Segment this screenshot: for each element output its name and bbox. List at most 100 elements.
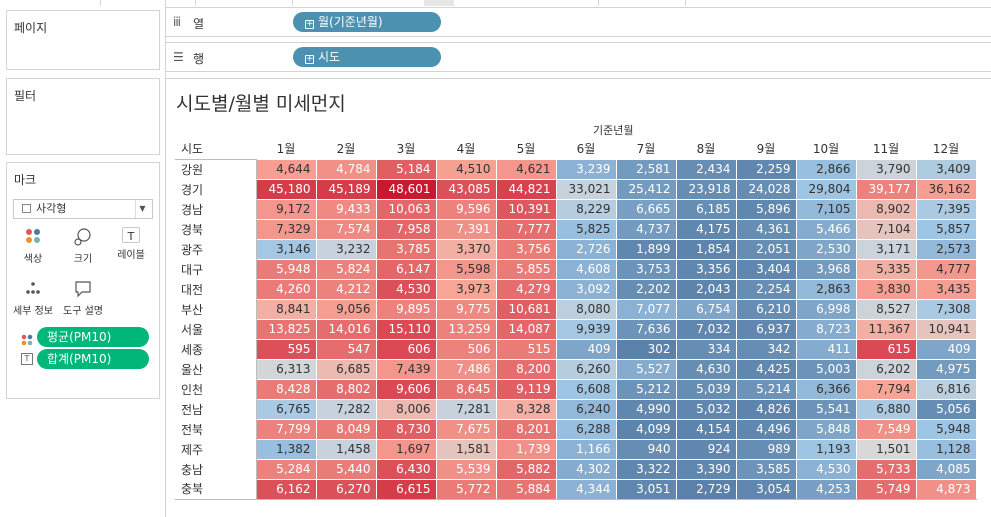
heatmap-cell[interactable]: 4,737 xyxy=(615,218,677,240)
heatmap-cell[interactable]: 5,848 xyxy=(795,418,857,440)
heatmap-cell[interactable]: 1,166 xyxy=(555,438,617,460)
heatmap-cell[interactable]: 6,998 xyxy=(795,298,857,320)
heatmap-cell[interactable]: 7,794 xyxy=(855,378,917,400)
heatmap-cell[interactable]: 5,214 xyxy=(735,378,797,400)
heatmap-cell[interactable]: 8,200 xyxy=(495,358,557,380)
heatmap-cell[interactable]: 4,175 xyxy=(675,218,737,240)
heatmap-cell[interactable]: 1,697 xyxy=(375,438,437,460)
heatmap-cell[interactable]: 3,232 xyxy=(315,238,377,260)
heatmap-cell[interactable]: 5,056 xyxy=(915,398,977,420)
heatmap-cell[interactable]: 8,229 xyxy=(555,198,617,220)
heatmap-cell[interactable]: 5,539 xyxy=(435,458,497,480)
heatmap-cell[interactable]: 5,541 xyxy=(795,398,857,420)
region-label[interactable]: 인천 xyxy=(175,379,257,399)
heatmap-cell[interactable]: 9,939 xyxy=(555,318,617,340)
heatmap-cell[interactable]: 8,802 xyxy=(315,378,377,400)
heatmap-cell[interactable]: 302 xyxy=(615,338,677,360)
heatmap-cell[interactable]: 6,270 xyxy=(315,478,377,500)
heatmap-cell[interactable]: 6,685 xyxy=(315,358,377,380)
heatmap-cell[interactable]: 7,395 xyxy=(915,198,977,220)
heatmap-cell[interactable]: 8,080 xyxy=(555,298,617,320)
month-header[interactable]: 3월 xyxy=(396,142,416,157)
columns-shelf[interactable]: iii 열 + 월(기준년월) xyxy=(166,7,991,37)
heatmap-cell[interactable]: 615 xyxy=(855,338,917,360)
heatmap-cell[interactable]: 4,099 xyxy=(615,418,677,440)
heatmap-cell[interactable]: 7,329 xyxy=(255,218,317,240)
heatmap-cell[interactable]: 5,039 xyxy=(675,378,737,400)
heatmap-cell[interactable]: 9,172 xyxy=(255,198,317,220)
heatmap-cell[interactable]: 6,366 xyxy=(795,378,857,400)
heatmap-cell[interactable]: 3,370 xyxy=(435,238,497,260)
heatmap-cell[interactable]: 595 xyxy=(255,338,317,360)
heatmap-cell[interactable]: 4,425 xyxy=(735,358,797,380)
heatmap-cell[interactable]: 1,193 xyxy=(795,438,857,460)
heatmap-cell[interactable]: 506 xyxy=(435,338,497,360)
heatmap-cell[interactable]: 5,896 xyxy=(735,198,797,220)
heatmap-cell[interactable]: 13,825 xyxy=(255,318,317,340)
heatmap-cell[interactable]: 3,968 xyxy=(795,258,857,280)
heatmap-cell[interactable]: 4,630 xyxy=(675,358,737,380)
heatmap-cell[interactable]: 5,884 xyxy=(495,478,557,500)
heatmap-cell[interactable]: 8,049 xyxy=(315,418,377,440)
heatmap-cell[interactable]: 6,754 xyxy=(675,298,737,320)
heatmap-cell[interactable]: 5,032 xyxy=(675,398,737,420)
heatmap-cell[interactable]: 33,021 xyxy=(555,178,617,200)
heatmap-cell[interactable]: 924 xyxy=(675,438,737,460)
label-button[interactable]: T 레이블 xyxy=(110,225,152,267)
heatmap-cell[interactable]: 4,644 xyxy=(255,158,317,180)
avg-pm10-field[interactable]: 평균(PM10) xyxy=(37,327,149,347)
heatmap-cell[interactable]: 9,119 xyxy=(495,378,557,400)
heatmap-cell[interactable]: 2,254 xyxy=(735,278,797,300)
heatmap-cell[interactable]: 7,799 xyxy=(255,418,317,440)
heatmap-cell[interactable]: 8,841 xyxy=(255,298,317,320)
heatmap-cell[interactable]: 3,785 xyxy=(375,238,437,260)
month-header[interactable]: 8월 xyxy=(696,142,716,157)
tooltip-button[interactable]: 도구 설명 xyxy=(62,277,104,319)
heatmap-cell[interactable]: 4,496 xyxy=(735,418,797,440)
heatmap-cell[interactable]: 1,739 xyxy=(495,438,557,460)
heatmap-cell[interactable]: 48,601 xyxy=(375,178,437,200)
heatmap-cell[interactable]: 5,733 xyxy=(855,458,917,480)
heatmap-cell[interactable]: 8,201 xyxy=(495,418,557,440)
heatmap-cell[interactable]: 3,146 xyxy=(255,238,317,260)
heatmap-cell[interactable]: 2,863 xyxy=(795,278,857,300)
heatmap-cell[interactable]: 44,821 xyxy=(495,178,557,200)
heatmap-cell[interactable]: 9,433 xyxy=(315,198,377,220)
month-header[interactable]: 11월 xyxy=(872,142,900,157)
heatmap-cell[interactable]: 4,253 xyxy=(795,478,857,500)
heatmap-cell[interactable]: 3,790 xyxy=(855,158,917,180)
heatmap-cell[interactable]: 24,028 xyxy=(735,178,797,200)
heatmap-cell[interactable]: 10,681 xyxy=(495,298,557,320)
heatmap-cell[interactable]: 3,054 xyxy=(735,478,797,500)
region-label[interactable]: 세종 xyxy=(175,339,257,359)
heatmap-cell[interactable]: 6,880 xyxy=(855,398,917,420)
heatmap-cell[interactable]: 5,527 xyxy=(615,358,677,380)
heatmap-cell[interactable]: 8,723 xyxy=(795,318,857,340)
heatmap-cell[interactable]: 7,391 xyxy=(435,218,497,240)
heatmap-cell[interactable]: 4,302 xyxy=(555,458,617,480)
heatmap-cell[interactable]: 4,608 xyxy=(555,258,617,280)
heatmap-cell[interactable]: 7,032 xyxy=(675,318,737,340)
heatmap-cell[interactable]: 9,895 xyxy=(375,298,437,320)
heatmap-cell[interactable]: 1,382 xyxy=(255,438,317,460)
heatmap-cell[interactable]: 4,530 xyxy=(795,458,857,480)
heatmap-cell[interactable]: 515 xyxy=(495,338,557,360)
heatmap-cell[interactable]: 6,430 xyxy=(375,458,437,480)
heatmap-cell[interactable]: 3,409 xyxy=(915,158,977,180)
heatmap-cell[interactable]: 7,636 xyxy=(615,318,677,340)
heatmap-cell[interactable]: 6,608 xyxy=(555,378,617,400)
heatmap-cell[interactable]: 7,282 xyxy=(315,398,377,420)
heatmap-cell[interactable]: 5,824 xyxy=(315,258,377,280)
heatmap-cell[interactable]: 411 xyxy=(795,338,857,360)
heatmap-cell[interactable]: 3,585 xyxy=(735,458,797,480)
heatmap-cell[interactable]: 989 xyxy=(735,438,797,460)
heatmap-cell[interactable]: 10,941 xyxy=(915,318,977,340)
heatmap-cell[interactable]: 4,530 xyxy=(375,278,437,300)
heatmap-cell[interactable]: 2,043 xyxy=(675,278,737,300)
heatmap-cell[interactable]: 3,404 xyxy=(735,258,797,280)
heatmap-cell[interactable]: 7,574 xyxy=(315,218,377,240)
heatmap-cell[interactable]: 3,051 xyxy=(615,478,677,500)
filters-card[interactable]: 필터 xyxy=(6,78,160,155)
heatmap-cell[interactable]: 5,772 xyxy=(435,478,497,500)
heatmap-cell[interactable]: 3,239 xyxy=(555,158,617,180)
